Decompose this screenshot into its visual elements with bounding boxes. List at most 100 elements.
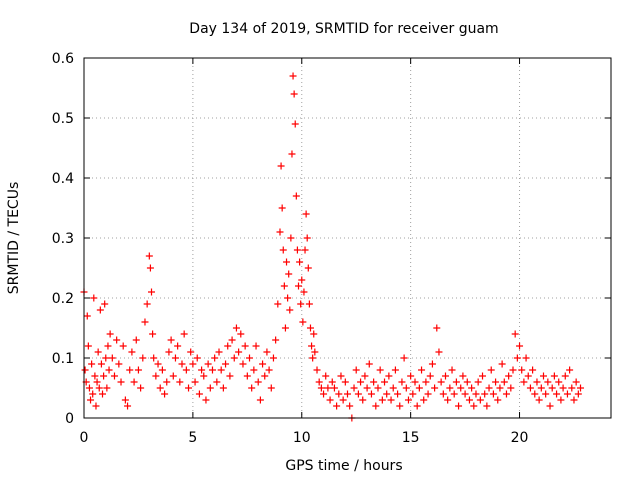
data-point [553, 390, 561, 398]
data-point [546, 402, 554, 410]
data-point [254, 378, 262, 386]
data-point [418, 366, 426, 374]
data-point [317, 384, 325, 392]
data-point [99, 390, 107, 398]
data-point [200, 372, 208, 380]
data-point [413, 402, 421, 410]
data-point [441, 372, 449, 380]
data-point [537, 384, 545, 392]
data-point [182, 366, 190, 374]
data-point [320, 390, 328, 398]
data-point [95, 384, 103, 392]
data-point [152, 372, 160, 380]
data-point [285, 270, 293, 278]
data-point [402, 384, 410, 392]
data-point [169, 372, 177, 380]
data-point [357, 378, 365, 386]
x-tick-label: 10 [293, 430, 311, 446]
data-point [450, 390, 458, 398]
data-point [137, 384, 145, 392]
data-point [167, 336, 175, 344]
data-point [81, 366, 89, 374]
data-point [110, 372, 118, 380]
data-point [459, 372, 467, 380]
data-point [180, 330, 188, 338]
data-point [278, 204, 286, 212]
data-point [555, 378, 563, 386]
data-point [550, 372, 558, 380]
data-point [330, 384, 338, 392]
data-point [448, 366, 456, 374]
data-point [381, 378, 389, 386]
data-point [90, 294, 98, 302]
data-point [230, 354, 238, 362]
data-point [455, 402, 463, 410]
data-point [444, 396, 452, 404]
data-point [489, 390, 497, 398]
data-point [452, 378, 460, 386]
data-point [124, 402, 132, 410]
data-point [339, 396, 347, 404]
data-point [394, 390, 402, 398]
x-tick-label: 0 [80, 430, 89, 446]
data-point [276, 228, 284, 236]
data-point [178, 360, 186, 368]
data-point [146, 264, 154, 272]
data-point [280, 282, 288, 290]
data-point [195, 390, 203, 398]
chart-title: Day 134 of 2019, SRMTID for receiver gua… [189, 21, 498, 37]
x-axis-label: GPS time / hours [285, 458, 402, 474]
data-point [265, 366, 273, 374]
data-point [215, 348, 223, 356]
data-point [93, 378, 101, 386]
data-point [309, 354, 317, 362]
data-point [433, 324, 441, 332]
data-point [516, 342, 524, 350]
data-point [189, 360, 197, 368]
data-point [211, 354, 219, 362]
data-point [141, 318, 149, 326]
data-point [100, 372, 108, 380]
data-point [520, 378, 528, 386]
data-point [101, 300, 109, 308]
data-point [457, 384, 465, 392]
data-point [106, 330, 114, 338]
y-tick-labels: 0 0.1 0.2 0.3 0.4 0.5 0.6 [52, 51, 74, 427]
x-tick-labels: 0 5 10 15 20 [80, 430, 529, 446]
data-point [87, 396, 95, 404]
data-point [148, 288, 156, 296]
data-point [104, 342, 112, 350]
data-point [474, 378, 482, 386]
data-point [500, 378, 508, 386]
data-point [365, 360, 373, 368]
data-point [154, 360, 162, 368]
data-point [161, 390, 169, 398]
data-point [156, 384, 164, 392]
data-point [219, 384, 227, 392]
data-point [522, 354, 530, 362]
y-tick-label: 0.3 [52, 231, 74, 247]
data-point [89, 390, 97, 398]
data-point [479, 372, 487, 380]
data-point [492, 378, 500, 386]
data-point [289, 72, 297, 80]
data-point [439, 390, 447, 398]
data-point [328, 378, 336, 386]
data-point [150, 354, 158, 362]
data-point [202, 396, 210, 404]
data-point [176, 378, 184, 386]
data-point [407, 372, 415, 380]
data-point [302, 210, 310, 218]
data-point [400, 354, 408, 362]
data-point [346, 402, 354, 410]
data-point [174, 342, 182, 350]
data-point [226, 372, 234, 380]
data-point [250, 366, 258, 374]
data-point [498, 360, 506, 368]
data-point [326, 396, 334, 404]
data-point [396, 402, 404, 410]
data-point [548, 384, 556, 392]
data-point [559, 384, 567, 392]
data-point [222, 360, 230, 368]
data-point [291, 120, 299, 128]
